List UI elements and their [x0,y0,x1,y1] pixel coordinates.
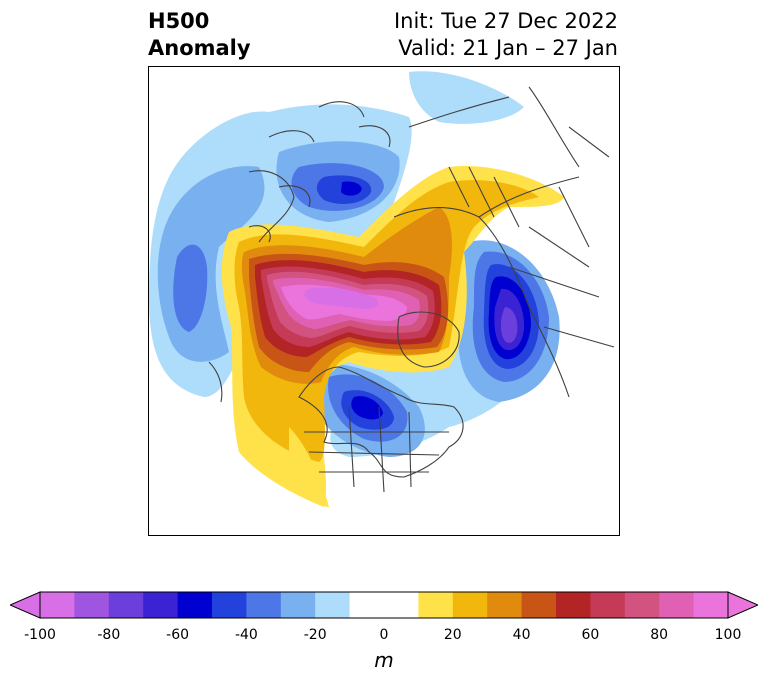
colorbar-segment [349,592,385,618]
blue-west [173,244,208,332]
valid-range: Valid: 21 Jan – 27 Jan [398,36,618,60]
colorbar-segment [143,592,179,618]
map-title: H500 Anomaly [148,8,251,62]
violet-east [500,307,518,343]
colorbar-tick-label: -80 [97,627,121,643]
light-blue-top [409,71,524,124]
colorbar-extend-high [727,591,758,619]
north-america-outline [298,366,464,478]
coastline-overlay [208,86,615,493]
colorbar-segment [487,592,523,618]
siberia-coast [208,170,295,403]
colorbar-segment [624,592,660,618]
colorbar-segment [177,592,213,618]
init-date: Init: Tue 27 Dec 2022 [393,9,618,33]
colorbar-segment [590,592,626,618]
colorbar-tick-label: 0 [379,627,389,643]
colorbar-tick-label: 40 [512,627,531,643]
colorbar-segment [659,592,695,618]
colorbar-tick-label: -60 [166,627,190,643]
deep-blue-south-core [351,396,383,420]
colorbar-extend-low [10,591,41,619]
colorbar-segment [521,592,557,618]
orchid-core [304,287,379,309]
colorbar-tick-label: -20 [303,627,327,643]
deep-blue-north-core [341,181,362,196]
colorbar-segment [556,592,591,618]
colorbar-segment [246,592,282,618]
colorbar-outline [39,591,729,619]
colorbar-segment [212,592,247,618]
anomaly-map-canvas [149,71,615,507]
positive-anomaly-contours [221,166,564,507]
asia-border-lines [448,126,615,348]
colorbar-segments [40,592,729,618]
yellow-south-tail [289,427,329,507]
colorbar-segment [452,592,488,618]
colorbar-tick-label: 100 [714,627,742,643]
us-interior-boundaries [304,406,449,493]
colorbar-segment [74,592,110,618]
colorbar-segment [108,592,144,618]
valid-period: Init: Tue 27 Dec 2022 Valid: 21 Jan – 27… [394,8,618,62]
colorbar-tick-label: 80 [650,627,669,643]
colorbar-tick-label: 20 [443,627,462,643]
colorbar-segment [384,592,419,618]
colorbar-segment [418,592,454,618]
colorbar-segment [693,592,729,618]
colorbar-segment [280,592,316,618]
colorbar [10,591,758,619]
colorbar-tick-label: -40 [234,627,258,643]
colorbar-segment [315,592,351,618]
arctic-islands [248,101,391,243]
anomaly-map [148,66,620,536]
colorbar-tick-label: 60 [581,627,600,643]
colorbar-tick-label: -100 [24,627,56,643]
title-line-1: H500 [148,9,210,33]
greenland-outline [397,311,460,368]
colorbar-unit: m [374,648,394,672]
title-line-2: Anomaly [148,36,251,60]
colorbar-segment [40,592,75,618]
eurasia-outline [393,86,580,398]
